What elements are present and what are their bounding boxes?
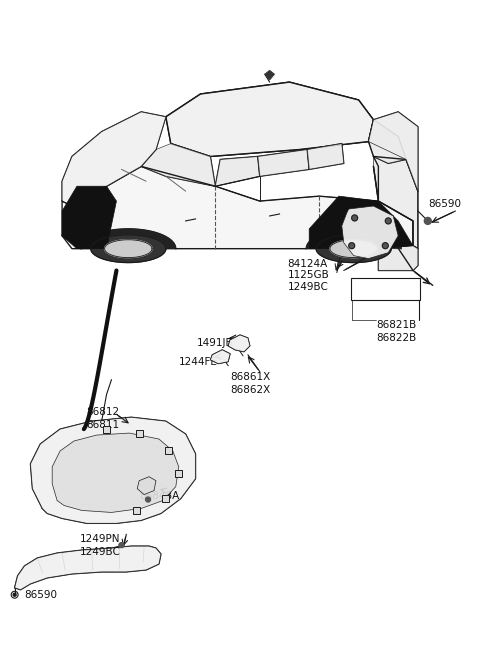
Polygon shape (369, 120, 406, 163)
Circle shape (145, 497, 151, 502)
Polygon shape (307, 143, 344, 170)
FancyBboxPatch shape (162, 495, 169, 502)
Polygon shape (137, 477, 156, 495)
FancyBboxPatch shape (136, 430, 143, 437)
Polygon shape (342, 206, 398, 259)
FancyBboxPatch shape (351, 278, 420, 300)
Circle shape (383, 243, 388, 249)
Text: 86590: 86590 (24, 590, 58, 600)
Text: 86862X: 86862X (230, 384, 270, 394)
Polygon shape (210, 350, 230, 364)
Text: 86812: 86812 (86, 407, 119, 417)
Text: 86861X: 86861X (230, 371, 270, 382)
Text: 1249BC: 1249BC (80, 547, 121, 557)
Polygon shape (81, 229, 176, 249)
Circle shape (349, 243, 355, 249)
Circle shape (385, 218, 391, 224)
Text: 86821B: 86821B (376, 320, 417, 330)
FancyBboxPatch shape (175, 470, 182, 477)
Polygon shape (14, 546, 161, 590)
Polygon shape (373, 157, 418, 249)
Text: 86825A: 86825A (354, 293, 394, 303)
Polygon shape (141, 143, 216, 186)
Polygon shape (30, 417, 195, 523)
Text: 1249PN: 1249PN (80, 534, 120, 544)
FancyBboxPatch shape (133, 507, 140, 514)
Text: 86590: 86590 (428, 199, 461, 209)
FancyBboxPatch shape (103, 426, 110, 432)
Polygon shape (52, 433, 179, 512)
Polygon shape (228, 335, 250, 352)
Circle shape (119, 542, 124, 548)
Polygon shape (330, 240, 377, 257)
Polygon shape (62, 186, 117, 249)
Polygon shape (306, 229, 401, 249)
Text: 84124A: 84124A (288, 259, 328, 269)
Polygon shape (91, 234, 166, 263)
FancyBboxPatch shape (166, 447, 172, 455)
Polygon shape (378, 246, 418, 271)
Polygon shape (216, 157, 260, 186)
Polygon shape (369, 112, 418, 191)
Circle shape (424, 217, 431, 225)
Polygon shape (264, 70, 275, 80)
Polygon shape (166, 82, 373, 157)
Text: 86822B: 86822B (376, 333, 417, 343)
Text: 86825A: 86825A (356, 284, 396, 293)
Polygon shape (62, 112, 166, 206)
Circle shape (13, 593, 16, 596)
Polygon shape (309, 196, 413, 249)
Polygon shape (62, 166, 413, 249)
Text: 86848A: 86848A (139, 491, 180, 500)
Polygon shape (258, 149, 309, 176)
Polygon shape (65, 206, 84, 221)
Text: 86811: 86811 (86, 421, 119, 430)
Text: 1244FE: 1244FE (179, 357, 217, 367)
Polygon shape (105, 240, 152, 257)
Circle shape (352, 215, 358, 221)
Text: 1491JB: 1491JB (196, 338, 233, 348)
Text: 1125GB: 1125GB (288, 271, 329, 280)
Polygon shape (316, 234, 391, 263)
Text: 1249BC: 1249BC (288, 282, 328, 292)
